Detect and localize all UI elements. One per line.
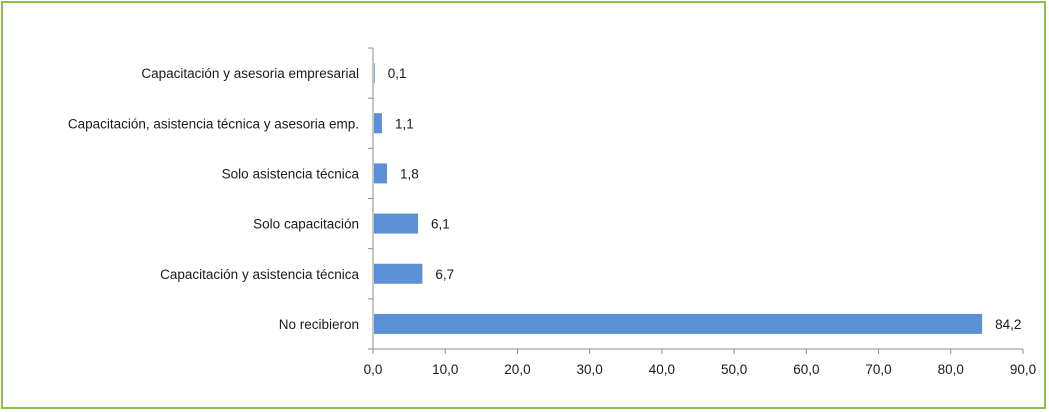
bar bbox=[374, 263, 423, 284]
bar bbox=[374, 163, 387, 184]
value-label: 6,7 bbox=[435, 267, 454, 282]
value-label: 0,1 bbox=[388, 66, 407, 81]
x-tick-label: 70,0 bbox=[865, 362, 891, 377]
x-tick-label: 60,0 bbox=[793, 362, 819, 377]
bars bbox=[374, 63, 983, 334]
category-label: Capacitación, asistencia técnica y aseso… bbox=[68, 116, 359, 131]
category-label: Solo capacitación bbox=[253, 217, 359, 232]
x-tick-label: 30,0 bbox=[577, 362, 603, 377]
x-tick-label: 80,0 bbox=[938, 362, 964, 377]
x-tick-label: 50,0 bbox=[721, 362, 747, 377]
value-label: 1,8 bbox=[400, 166, 419, 181]
labels: 0,0 10,0 20,0 30,0 40,0 50,0 60,0 70,0 80,0 90,0 C… bbox=[68, 66, 1036, 377]
category-label: Solo asistencia técnica bbox=[222, 166, 360, 181]
x-tick-label: 90,0 bbox=[1010, 362, 1036, 377]
bar bbox=[374, 113, 382, 134]
category-label: Capacitación y asistencia técnica bbox=[160, 267, 359, 282]
value-label: 84,2 bbox=[995, 317, 1021, 332]
value-label: 1,1 bbox=[395, 116, 414, 131]
x-tick-label: 10,0 bbox=[432, 362, 458, 377]
bar bbox=[374, 63, 375, 84]
category-label: Capacitación y asesoria empresarial bbox=[141, 66, 359, 81]
category-label: No recibieron bbox=[279, 317, 359, 332]
bar bbox=[374, 313, 983, 334]
bar bbox=[374, 213, 419, 234]
x-tick-label: 20,0 bbox=[504, 362, 530, 377]
x-tick-label: 0,0 bbox=[364, 362, 383, 377]
x-tick-label: 40,0 bbox=[649, 362, 675, 377]
value-label: 6,1 bbox=[431, 217, 450, 232]
axes bbox=[368, 47, 1024, 354]
